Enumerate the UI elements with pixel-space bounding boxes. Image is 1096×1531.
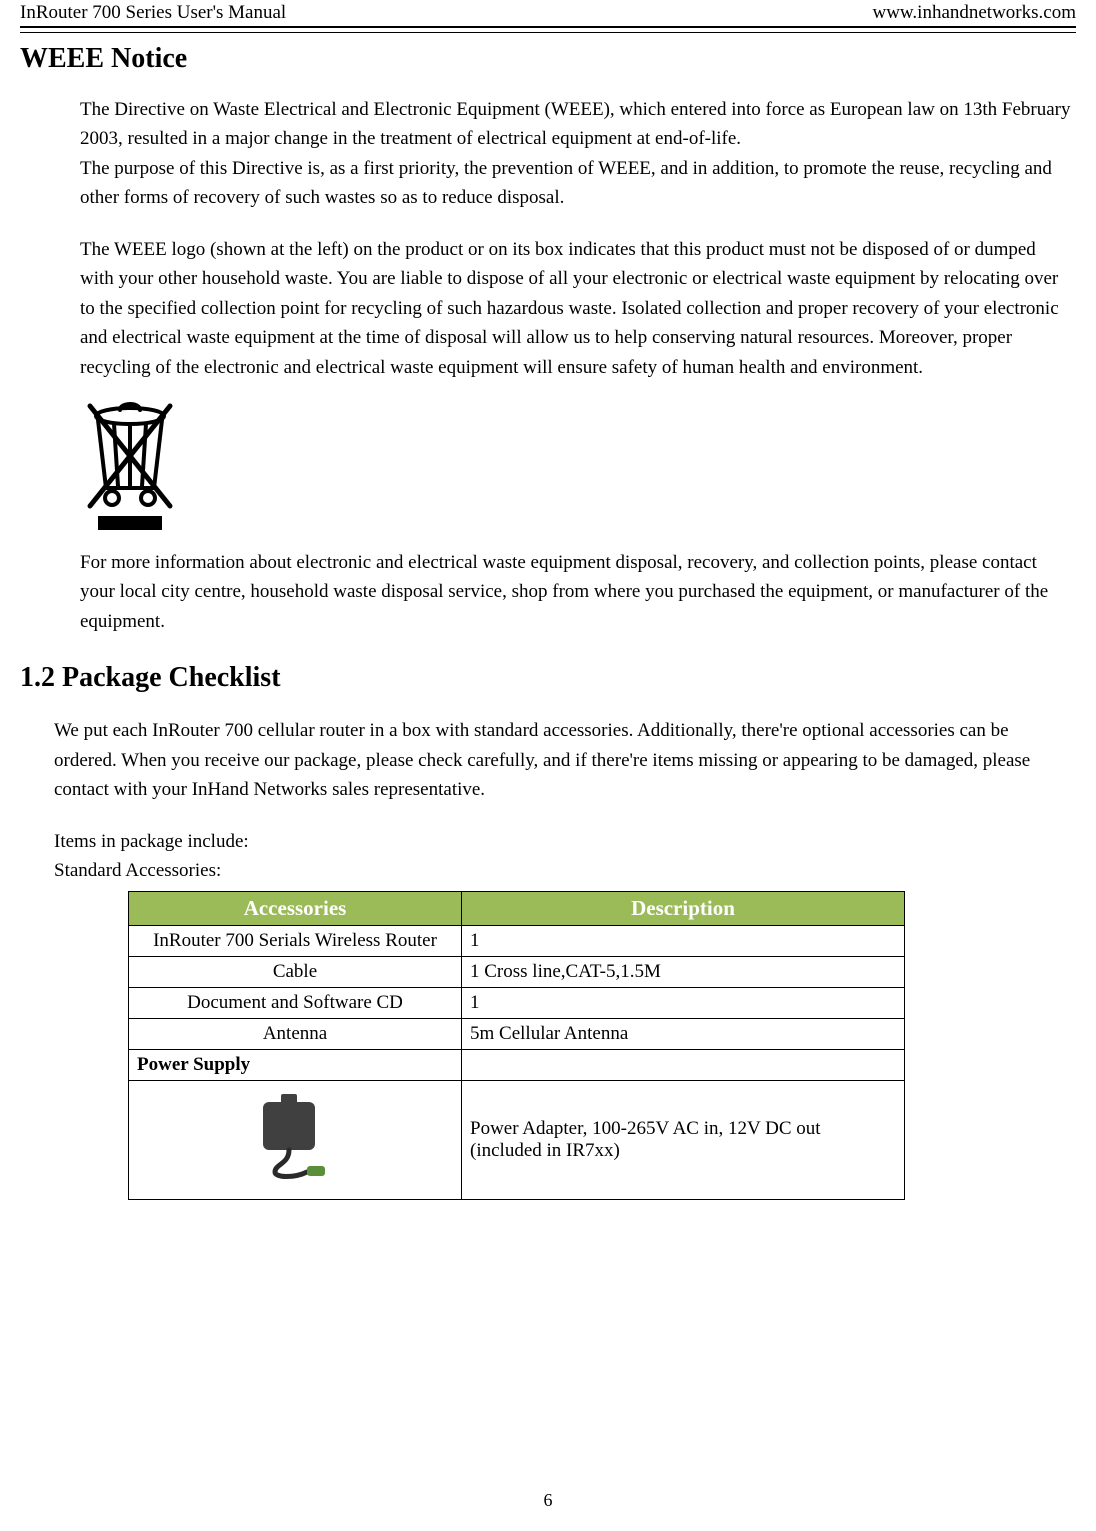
accessory-cell: Power Supply	[129, 1050, 462, 1081]
description-cell: 1 Cross line,CAT-5,1.5M	[462, 957, 905, 988]
weee-para-2: The WEEE logo (shown at the left) on the…	[80, 235, 1072, 382]
description-cell: 1	[462, 926, 905, 957]
accessory-cell: Document and Software CD	[129, 988, 462, 1019]
package-intro: We put each InRouter 700 cellular router…	[54, 716, 1072, 804]
header-left: InRouter 700 Series User's Manual	[20, 2, 286, 24]
power-adapter-image-cell	[129, 1081, 462, 1200]
package-number: 1.2	[20, 662, 55, 694]
header-rule	[20, 26, 1076, 33]
accessory-cell: Antenna	[129, 1019, 462, 1050]
weee-para-1a: The Directive on Waste Electrical and El…	[80, 95, 1072, 154]
weee-logo	[80, 398, 1072, 538]
page-number: 6	[0, 1490, 1096, 1511]
description-cell: 1	[462, 988, 905, 1019]
table-row: Cable1 Cross line,CAT-5,1.5M	[129, 957, 905, 988]
table-row: Antenna5m Cellular Antenna	[129, 1019, 905, 1050]
items-label: Items in package include:	[54, 827, 1072, 856]
accessories-table: Accessories Description InRouter 700 Ser…	[128, 891, 905, 1200]
description-cell	[462, 1050, 905, 1081]
table-row: Document and Software CD1	[129, 988, 905, 1019]
table-row: Power Supply	[129, 1050, 905, 1081]
package-heading: 1.2 Package Checklist	[20, 662, 1076, 694]
power-adapter-description: Power Adapter, 100-265V AC in, 12V DC ou…	[462, 1081, 905, 1200]
standard-label: Standard Accessories:	[54, 856, 1072, 885]
description-cell: 5m Cellular Antenna	[462, 1019, 905, 1050]
header-right: www.inhandnetworks.com	[872, 2, 1076, 24]
weee-title: WEEE Notice	[20, 43, 1076, 75]
package-title: Package Checklist	[62, 662, 281, 693]
weee-para-3: For more information about electronic an…	[80, 548, 1072, 636]
weee-para-1b: The purpose of this Directive is, as a f…	[80, 154, 1072, 213]
accessory-cell: Cable	[129, 957, 462, 988]
table-row: Power Adapter, 100-265V AC in, 12V DC ou…	[129, 1081, 905, 1200]
col-header-description: Description	[462, 892, 905, 926]
accessory-cell: InRouter 700 Serials Wireless Router	[129, 926, 462, 957]
col-header-accessories: Accessories	[129, 892, 462, 926]
table-row: InRouter 700 Serials Wireless Router1	[129, 926, 905, 957]
